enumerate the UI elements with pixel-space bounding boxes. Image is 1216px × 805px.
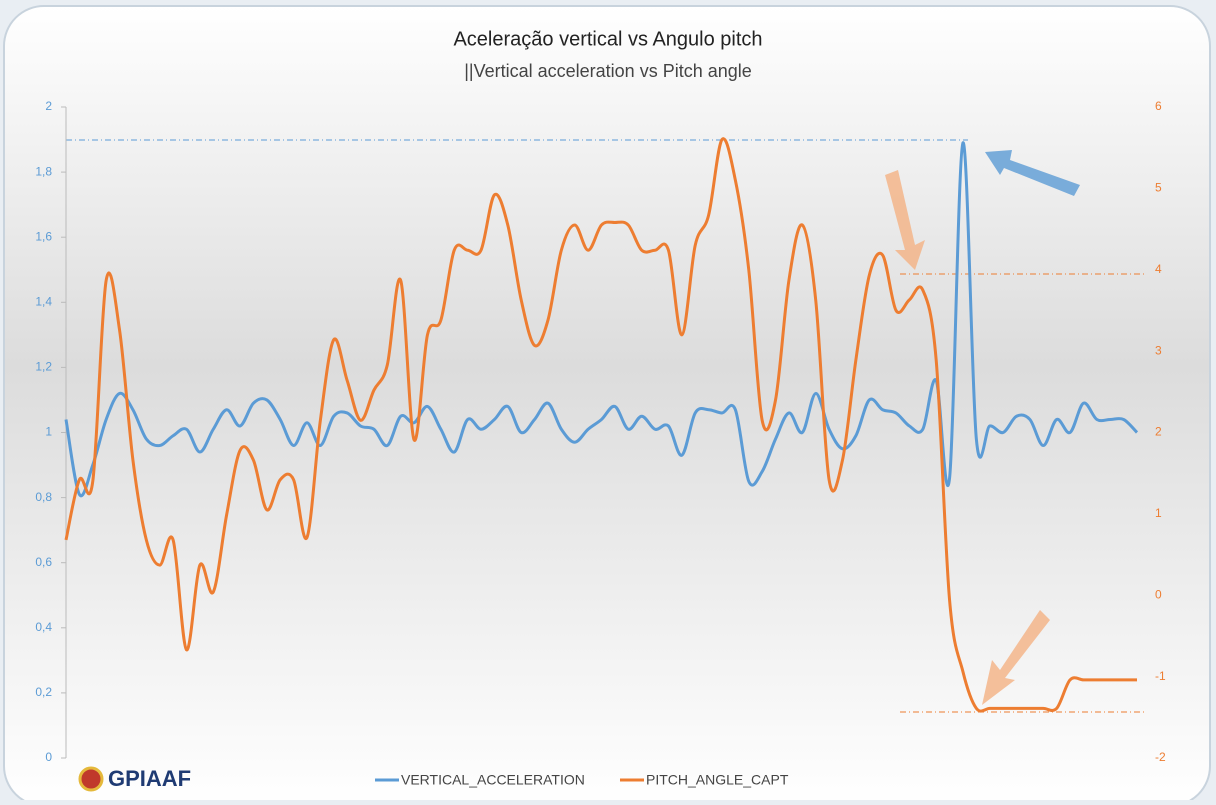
- logo-emblem: [78, 766, 104, 792]
- y-tick-label: 1,4: [35, 294, 52, 308]
- y2-tick-label: 1: [1155, 506, 1162, 520]
- y2-tick-label: -1: [1155, 669, 1166, 683]
- y-tick-label: 2: [45, 99, 52, 113]
- y2-tick-label: 4: [1155, 262, 1162, 276]
- legend-label: PITCH_ANGLE_CAPT: [646, 772, 789, 788]
- y-tick-label: 1,2: [35, 360, 52, 374]
- y2-tick-label: 3: [1155, 343, 1162, 357]
- y-tick-label: 1,8: [35, 164, 52, 178]
- arrow: [885, 170, 925, 270]
- y2-tick-label: 0: [1155, 587, 1162, 601]
- chart-background: [3, 5, 1211, 805]
- chart-subtitle: ||Vertical acceleration vs Pitch angle: [464, 61, 752, 81]
- chart-title: Aceleração vertical vs Angulo pitch: [453, 28, 762, 50]
- arrow: [985, 150, 1080, 196]
- y-tick-label: 1: [45, 425, 52, 439]
- logo: GPIAAF: [78, 766, 191, 792]
- y-tick-label: 0: [45, 750, 52, 764]
- y-tick-label: 0,4: [35, 620, 52, 634]
- series-line: [64, 141, 1139, 498]
- annotations: [66, 139, 1145, 713]
- arrow: [982, 610, 1050, 705]
- y-tick-label: 1,6: [35, 229, 52, 243]
- y-tick-label: 0,8: [35, 490, 52, 504]
- logo-text: GPIAAF: [108, 766, 191, 791]
- legend-label: VERTICAL_ACCELERATION: [401, 772, 585, 788]
- y2-tick-label: 6: [1155, 99, 1162, 113]
- y2-tick-label: 2: [1155, 425, 1162, 439]
- y2-tick-label: 5: [1155, 181, 1162, 195]
- y2-tick-label: -2: [1155, 750, 1166, 764]
- y-tick-label: 0,6: [35, 555, 52, 569]
- y-tick-label: 0,2: [35, 685, 52, 699]
- series-line: [64, 137, 1137, 713]
